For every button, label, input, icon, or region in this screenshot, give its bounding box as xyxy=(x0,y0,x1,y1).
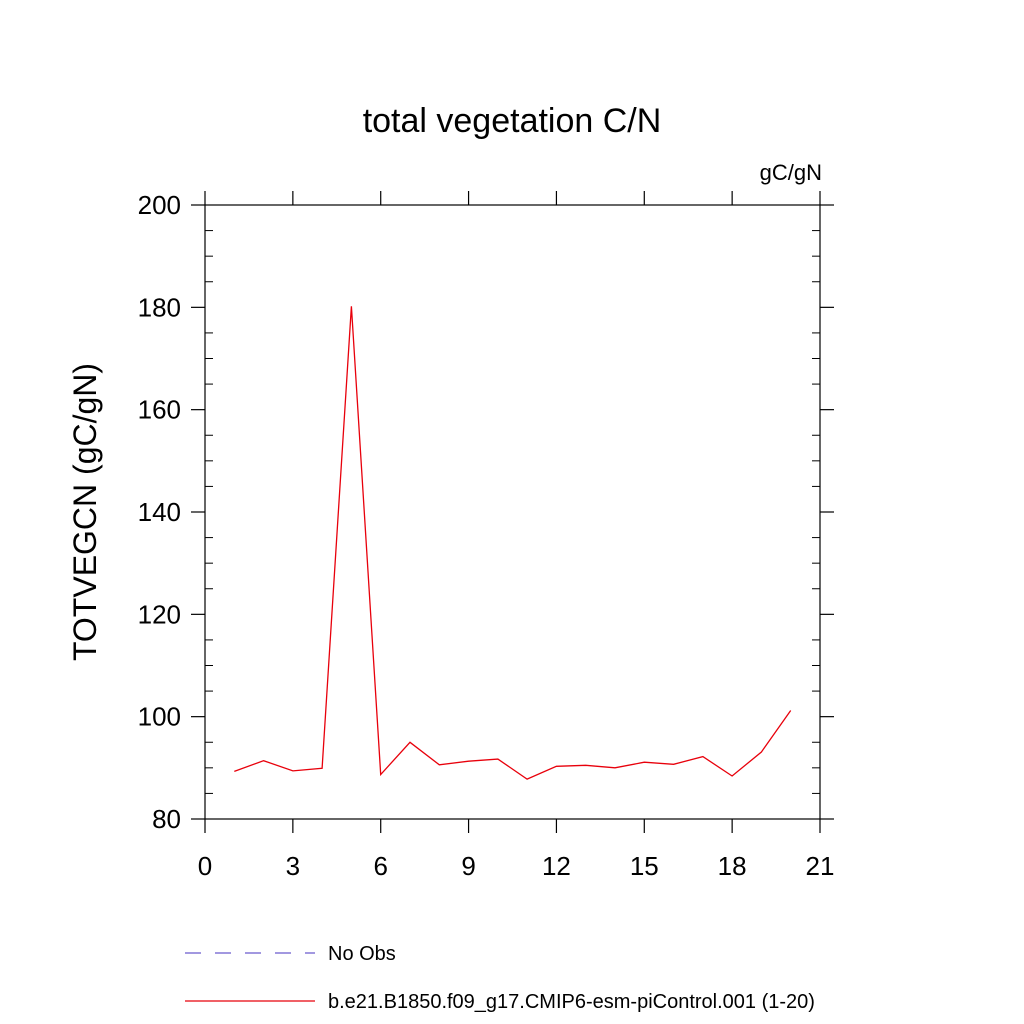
y-tick-labels: 80 100 120 140 160 180 200 xyxy=(138,190,181,834)
chart-title: total vegetation C/N xyxy=(363,102,662,140)
legend: No Obs b.e21.B1850.f09_g17.CMIP6-esm-piCo… xyxy=(185,943,815,1013)
axis-ticks xyxy=(191,191,834,833)
y-tick-label: 80 xyxy=(152,804,181,834)
y-tick-label: 120 xyxy=(138,599,181,629)
y-tick-label: 180 xyxy=(138,292,181,322)
x-tick-label: 18 xyxy=(718,851,747,881)
units-label: gC/gN xyxy=(760,160,822,185)
x-tick-label: 0 xyxy=(198,851,212,881)
plot-frame xyxy=(204,204,821,820)
x-tick-label: 21 xyxy=(806,851,835,881)
y-axis-label: TOTVEGCN (gC/gN) xyxy=(67,363,103,661)
series-layer xyxy=(234,306,792,780)
x-tick-label: 6 xyxy=(373,851,387,881)
x-tick-label: 3 xyxy=(286,851,300,881)
y-tick-label: 160 xyxy=(138,395,181,425)
legend-label-0: No Obs xyxy=(328,943,396,965)
x-tick-label: 12 xyxy=(542,851,571,881)
y-tick-label: 100 xyxy=(138,702,181,732)
y-tick-label: 140 xyxy=(138,497,181,527)
x-tick-label: 9 xyxy=(461,851,475,881)
x-tick-labels: 0 3 6 9 12 15 18 21 xyxy=(198,851,835,881)
y-tick-label: 200 xyxy=(138,190,181,220)
x-tick-label: 15 xyxy=(630,851,659,881)
series-line-0 xyxy=(234,306,792,780)
legend-label-1: b.e21.B1850.f09_g17.CMIP6-esm-piControl.… xyxy=(328,991,815,1013)
